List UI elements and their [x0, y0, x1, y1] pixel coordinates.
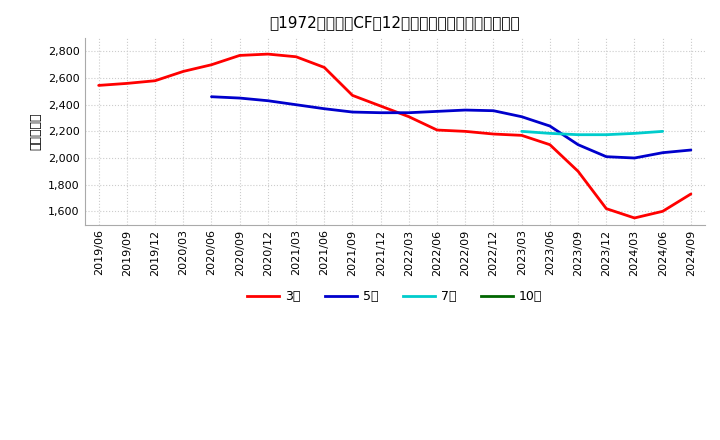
Y-axis label: （百万円）: （百万円） [30, 113, 42, 150]
Title: ［1972］　営業CFの12か月移動合計の平均値の推移: ［1972］ 営業CFの12か月移動合計の平均値の推移 [269, 15, 520, 30]
Legend: 3年, 5年, 7年, 10年: 3年, 5年, 7年, 10年 [243, 285, 547, 308]
